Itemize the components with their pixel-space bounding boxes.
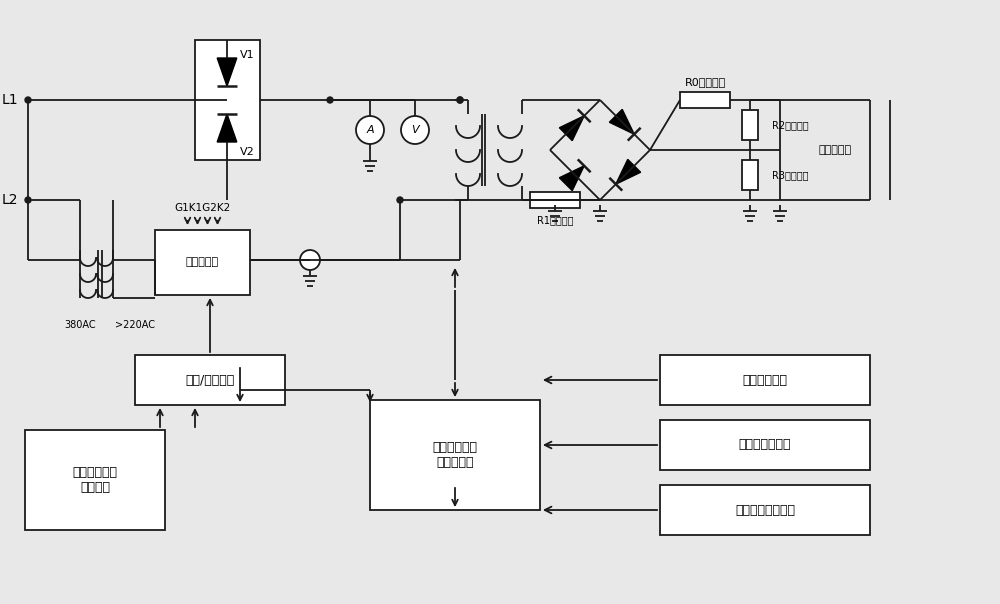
Circle shape — [457, 97, 463, 103]
Text: R2电压取样: R2电压取样 — [772, 120, 809, 130]
Text: V2: V2 — [240, 147, 254, 157]
Circle shape — [327, 97, 333, 103]
Circle shape — [397, 197, 403, 203]
Text: 微机控制器: 微机控制器 — [186, 257, 219, 268]
Circle shape — [224, 97, 230, 103]
Bar — [660, 420, 870, 470]
Bar — [135, 355, 285, 405]
Bar — [195, 40, 260, 160]
Bar — [155, 230, 250, 295]
Text: 高压电场参数
自动控制器: 高压电场参数 自动控制器 — [432, 441, 478, 469]
Text: >220AC: >220AC — [115, 320, 155, 330]
Polygon shape — [559, 116, 584, 141]
Text: R0阻尼电阻: R0阻尼电阻 — [684, 77, 726, 87]
Bar — [660, 485, 870, 535]
Text: L2: L2 — [2, 193, 18, 207]
Circle shape — [25, 97, 31, 103]
Text: L1: L1 — [2, 93, 18, 107]
Polygon shape — [217, 114, 237, 142]
Polygon shape — [559, 166, 584, 191]
Text: G1K1G2K2: G1K1G2K2 — [174, 203, 231, 213]
Text: 手动/自动切换: 手动/自动切换 — [185, 373, 235, 387]
Circle shape — [25, 197, 31, 203]
Circle shape — [401, 116, 429, 144]
Text: R1电流取样: R1电流取样 — [537, 215, 573, 225]
Text: 高压电场参数
手动设定: 高压电场参数 手动设定 — [72, 466, 118, 494]
Bar — [530, 192, 580, 208]
Text: 380AC: 380AC — [64, 320, 96, 330]
Text: A: A — [366, 125, 374, 135]
Bar — [25, 430, 165, 530]
Text: R3电压取样: R3电压取样 — [772, 170, 808, 180]
Text: 烟尘含量反馈模块: 烟尘含量反馈模块 — [735, 504, 795, 516]
Bar — [742, 110, 758, 140]
Text: V1: V1 — [240, 50, 254, 60]
Text: 负荷反馈模块: 负荷反馈模块 — [742, 373, 788, 387]
Text: V: V — [411, 125, 419, 135]
Bar — [370, 400, 540, 510]
Polygon shape — [616, 159, 641, 184]
Circle shape — [356, 116, 384, 144]
Circle shape — [300, 250, 320, 270]
Bar — [660, 355, 870, 405]
Text: 电除尘本体: 电除尘本体 — [818, 145, 852, 155]
Circle shape — [457, 97, 463, 103]
Polygon shape — [217, 58, 237, 86]
Bar — [742, 160, 758, 190]
Polygon shape — [609, 109, 634, 134]
Text: 水煤比反馈模块: 水煤比反馈模块 — [739, 439, 791, 452]
Bar — [680, 92, 730, 108]
